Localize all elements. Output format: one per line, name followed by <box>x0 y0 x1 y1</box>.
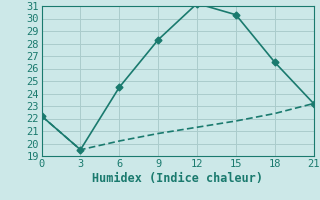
X-axis label: Humidex (Indice chaleur): Humidex (Indice chaleur) <box>92 172 263 185</box>
